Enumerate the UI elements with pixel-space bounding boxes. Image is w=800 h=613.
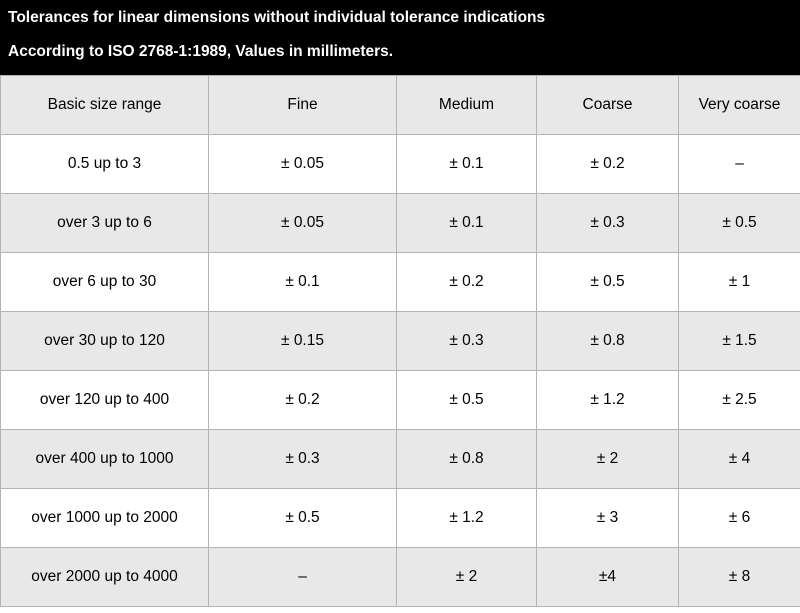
basic-size-range-cell: 0.5 up to 3 <box>0 134 209 194</box>
fine-cell: ± 0.5 <box>208 488 397 548</box>
medium-cell: ± 0.2 <box>396 252 537 312</box>
medium-cell: ± 1.2 <box>396 488 537 548</box>
header-row: Basic size range Fine Medium Coarse Very… <box>0 75 800 135</box>
column-header-fine: Fine <box>208 75 397 135</box>
very-coarse-cell: – <box>678 134 800 194</box>
very-coarse-cell: ± 1 <box>678 252 800 312</box>
table-row: over 6 up to 30 ± 0.1 ± 0.2 ± 0.5 ± 1 <box>0 252 800 312</box>
column-header-medium: Medium <box>396 75 537 135</box>
very-coarse-cell: ± 4 <box>678 429 800 489</box>
basic-size-range-cell: over 6 up to 30 <box>0 252 209 312</box>
coarse-cell: ±4 <box>536 547 679 607</box>
fine-cell: ± 0.05 <box>208 134 397 194</box>
very-coarse-cell: ± 0.5 <box>678 193 800 253</box>
fine-cell: ± 0.1 <box>208 252 397 312</box>
basic-size-range-cell: over 1000 up to 2000 <box>0 488 209 548</box>
fine-cell: ± 0.2 <box>208 370 397 430</box>
very-coarse-cell: ± 6 <box>678 488 800 548</box>
table-row: over 30 up to 120 ± 0.15 ± 0.3 ± 0.8 ± 1… <box>0 311 800 371</box>
table-row: over 3 up to 6 ± 0.05 ± 0.1 ± 0.3 ± 0.5 <box>0 193 800 253</box>
basic-size-range-cell: over 2000 up to 4000 <box>0 547 209 607</box>
table-caption: Tolerances for linear dimensions without… <box>0 0 800 75</box>
coarse-cell: ± 0.2 <box>536 134 679 194</box>
fine-cell: ± 0.15 <box>208 311 397 371</box>
coarse-cell: ± 0.5 <box>536 252 679 312</box>
basic-size-range-cell: over 400 up to 1000 <box>0 429 209 489</box>
table-row: 0.5 up to 3 ± 0.05 ± 0.1 ± 0.2 – <box>0 134 800 194</box>
medium-cell: ± 0.5 <box>396 370 537 430</box>
table-row: over 1000 up to 2000 ± 0.5 ± 1.2 ± 3 ± 6 <box>0 488 800 548</box>
column-header-basic-size-range: Basic size range <box>0 75 209 135</box>
column-header-very-coarse: Very coarse <box>678 75 800 135</box>
medium-cell: ± 0.8 <box>396 429 537 489</box>
medium-cell: ± 2 <box>396 547 537 607</box>
table-row: over 2000 up to 4000 – ± 2 ±4 ± 8 <box>0 547 800 607</box>
very-coarse-cell: ± 2.5 <box>678 370 800 430</box>
coarse-cell: ± 2 <box>536 429 679 489</box>
table-row: over 120 up to 400 ± 0.2 ± 0.5 ± 1.2 ± 2… <box>0 370 800 430</box>
fine-cell: ± 0.3 <box>208 429 397 489</box>
fine-cell: ± 0.05 <box>208 193 397 253</box>
basic-size-range-cell: over 3 up to 6 <box>0 193 209 253</box>
very-coarse-cell: ± 8 <box>678 547 800 607</box>
medium-cell: ± 0.1 <box>396 193 537 253</box>
tolerance-table: Basic size range Fine Medium Coarse Very… <box>0 75 800 607</box>
coarse-cell: ± 3 <box>536 488 679 548</box>
column-header-coarse: Coarse <box>536 75 679 135</box>
coarse-cell: ± 0.8 <box>536 311 679 371</box>
medium-cell: ± 0.3 <box>396 311 537 371</box>
caption-title: Tolerances for linear dimensions without… <box>8 9 546 26</box>
coarse-cell: ± 0.3 <box>536 193 679 253</box>
basic-size-range-cell: over 120 up to 400 <box>0 370 209 430</box>
fine-cell: – <box>208 547 397 607</box>
coarse-cell: ± 1.2 <box>536 370 679 430</box>
basic-size-range-cell: over 30 up to 120 <box>0 311 209 371</box>
table-row: over 400 up to 1000 ± 0.3 ± 0.8 ± 2 ± 4 <box>0 429 800 489</box>
medium-cell: ± 0.1 <box>396 134 537 194</box>
caption-subtitle: According to ISO 2768-1:1989, Values in … <box>8 43 394 60</box>
very-coarse-cell: ± 1.5 <box>678 311 800 371</box>
